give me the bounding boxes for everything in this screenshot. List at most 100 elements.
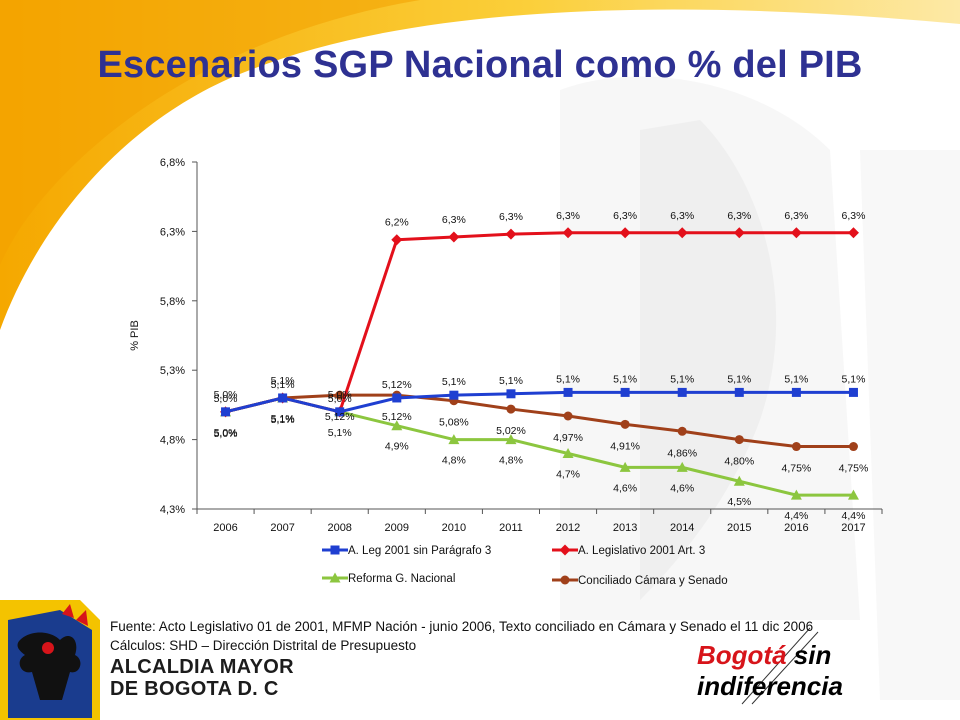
data-point-diamond — [790, 227, 802, 239]
data-label: 4,80% — [724, 456, 754, 468]
data-label: 6,3% — [727, 210, 751, 222]
data-point-triangle — [619, 461, 631, 472]
data-label: 5,0% — [214, 389, 238, 401]
source-line-1: Fuente: Acto Legislativo 01 de 2001, MFM… — [110, 619, 814, 634]
chart-series — [220, 227, 859, 500]
data-point-square — [330, 545, 340, 555]
x-tick-label: 2015 — [727, 522, 751, 534]
data-point-triangle — [562, 447, 574, 458]
data-point-diamond — [847, 227, 859, 239]
data-label: 5,1% — [271, 413, 295, 425]
x-tick-label: 2011 — [499, 522, 523, 534]
series-4 — [221, 390, 858, 452]
data-label: 4,75% — [839, 463, 869, 475]
data-point-diamond — [391, 234, 403, 246]
data-point-diamond — [562, 227, 574, 239]
y-tick-label: 4,8% — [160, 435, 185, 447]
data-point-triangle — [676, 461, 688, 472]
data-point-triangle — [733, 475, 745, 486]
x-tick-label: 2016 — [784, 522, 808, 534]
data-label: 5,08% — [439, 417, 469, 429]
legend-item: Reforma G. Nacional — [322, 572, 455, 585]
data-label: 5,0% — [214, 427, 238, 439]
data-point-triangle — [847, 489, 859, 500]
data-label: 5,1% — [271, 414, 295, 426]
x-tick-label: 2009 — [385, 522, 409, 534]
data-point-circle — [335, 390, 345, 400]
data-label: 5,1% — [613, 373, 637, 385]
legend-label: Reforma G. Nacional — [348, 573, 455, 585]
alcaldia-line-2: DE BOGOTA D. C — [110, 678, 279, 700]
data-label: 4,8% — [442, 455, 466, 467]
bottom-divider — [741, 627, 819, 705]
data-point-circle — [734, 435, 744, 445]
data-point-square — [848, 387, 858, 397]
data-label: 5,0% — [214, 393, 238, 405]
data-point-triangle — [391, 420, 403, 431]
series-2 — [220, 227, 859, 418]
legend-label: Conciliado Cámara y Senado — [578, 575, 728, 587]
data-label: 5,1% — [499, 375, 523, 387]
data-point-square — [221, 407, 231, 417]
data-point-square — [335, 407, 345, 417]
data-point-diamond — [733, 227, 745, 239]
watermark-pattern — [560, 76, 960, 700]
data-label: 5,1% — [556, 373, 580, 385]
data-point-triangle — [505, 434, 517, 445]
data-label: 4,6% — [613, 482, 637, 494]
data-label: 6,3% — [442, 214, 466, 226]
legend-label: A. Leg 2001 sin Parágrafo 3 — [348, 545, 491, 557]
data-label: 5,1% — [841, 373, 865, 385]
data-point-diamond — [676, 227, 688, 239]
legend-item: Conciliado Cámara y Senado — [552, 575, 728, 587]
series-line — [225, 393, 854, 449]
data-label: 4,97% — [553, 432, 583, 444]
data-label: 5,1% — [328, 427, 352, 439]
data-point-square — [563, 387, 573, 397]
x-tick-label: 2010 — [442, 522, 466, 534]
x-tick-label: 2012 — [556, 522, 580, 534]
data-label: 4,4% — [841, 510, 865, 522]
series-3 — [220, 392, 859, 500]
y-tick-label: 5,3% — [160, 365, 185, 377]
data-point-circle — [620, 419, 630, 429]
data-label: 6,3% — [784, 210, 808, 222]
yellow-swoosh-inner — [0, 0, 420, 265]
data-point-circle — [677, 426, 687, 436]
data-point-diamond — [559, 544, 571, 556]
x-tick-label: 2017 — [841, 522, 865, 534]
data-point-square — [278, 393, 288, 403]
alcaldia-brand: ALCALDIA MAYOR DE BOGOTA D. C — [110, 656, 294, 700]
x-tick-label: 2014 — [670, 522, 694, 534]
data-label: 6,2% — [385, 217, 409, 229]
data-point-circle — [506, 404, 516, 414]
data-point-triangle — [790, 489, 802, 500]
data-point-circle — [560, 575, 570, 585]
data-label: 4,7% — [556, 468, 580, 480]
data-point-triangle — [329, 572, 341, 583]
data-label: 4,75% — [781, 463, 811, 475]
legend-item: A. Leg 2001 sin Parágrafo 3 — [322, 545, 491, 557]
data-label: 6,3% — [499, 211, 523, 223]
chart-data-labels: 5,0% 5,1% 5,12% 5,12% 5,08% 5,02% 4,97% 4,91% 4,… — [214, 210, 869, 522]
data-label: 4,9% — [385, 441, 409, 453]
data-label: 6,3% — [670, 210, 694, 222]
data-point-diamond — [448, 231, 460, 243]
data-label: 5,1% — [670, 373, 694, 385]
data-label: 6,3% — [613, 210, 637, 222]
x-tick-label: 2007 — [270, 522, 294, 534]
data-label: 4,86% — [667, 447, 697, 459]
data-label: 5,1% — [271, 379, 295, 391]
brand-sin-indiferencia-words: sin indiferencia — [697, 640, 843, 701]
data-label: 4,91% — [610, 440, 640, 452]
data-label: 4,4% — [784, 510, 808, 522]
alcaldia-line-1: ALCALDIA MAYOR — [110, 656, 294, 678]
series-1 — [221, 387, 858, 417]
y-tick-label: 6,3% — [160, 226, 185, 238]
data-label: 5,1% — [727, 373, 751, 385]
data-point-diamond — [619, 227, 631, 239]
data-label: 5,02% — [496, 425, 526, 437]
data-label: 5,1% — [442, 376, 466, 388]
